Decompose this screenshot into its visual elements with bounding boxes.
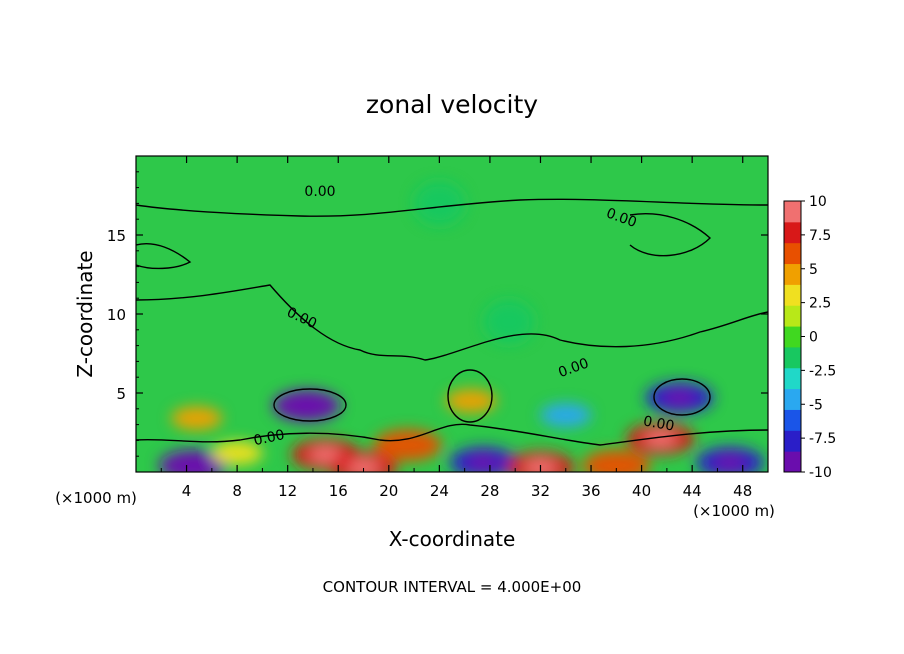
field-feature	[582, 449, 651, 472]
colorbar: 10 7.5 5 2.5 0 -2.5 -5 -7.5 -10	[783, 194, 836, 481]
contour-line-lower	[136, 423, 768, 446]
y-axis: 5 10 15	[107, 171, 768, 457]
x-tick-label: 12	[278, 482, 297, 500]
colorbar-swatch	[784, 263, 801, 285]
contour-line-middle	[136, 284, 768, 361]
contour-loop-center	[447, 369, 493, 423]
x-axis: 4 8 12 16 20 24 28 32 36 40 44 48	[160, 156, 752, 500]
chart-title: zonal velocity	[366, 90, 538, 119]
x-tick-label: 8	[232, 482, 242, 500]
contour-lines	[136, 198, 768, 446]
field-feature	[413, 181, 465, 226]
x-tick-label: 44	[683, 482, 702, 500]
colorbar-label: -5	[809, 397, 823, 413]
colorbar-swatch	[784, 367, 801, 390]
colorbar-swatch	[784, 326, 801, 348]
field-feature	[445, 388, 497, 413]
x-tick-label: 36	[581, 482, 600, 500]
x-unit-left: (×1000 m)	[55, 489, 137, 507]
contour-loop-east	[653, 378, 711, 416]
contour-interval-note: CONTOUR INTERVAL = 4.000E+00	[323, 578, 582, 596]
field-feature	[483, 299, 535, 344]
colorbar-swatch	[784, 388, 801, 410]
colorbar-label: -2.5	[809, 363, 836, 379]
field-feature-core	[467, 454, 500, 471]
colorbar-swatch	[784, 430, 801, 452]
y-axis-label: Z-coordinate	[73, 250, 97, 377]
colorbar-label: -10	[809, 465, 832, 481]
colorbar-swatch	[784, 451, 801, 473]
colorbar-swatch	[784, 346, 801, 369]
colorbar-swatch	[784, 305, 801, 327]
contour-loop-jet	[273, 388, 347, 422]
x-tick-label: 48	[733, 482, 752, 500]
field-feature-core	[176, 457, 209, 472]
x-tick-label: 20	[379, 482, 398, 500]
field-feature-core	[714, 454, 747, 471]
colorbar-label: 5	[809, 262, 818, 278]
field-feature	[540, 403, 592, 428]
x-tick-label: 4	[182, 482, 192, 500]
contour-label: 0.00	[304, 184, 335, 200]
velocity-field	[158, 181, 765, 472]
contour-line-left	[136, 243, 192, 270]
colorbar-label: 0	[809, 330, 818, 346]
contour-label: 0.00	[252, 427, 286, 449]
contour-label: 0.00	[642, 413, 675, 434]
colorbar-swatch	[784, 221, 801, 244]
colorbar-label: -7.5	[809, 431, 836, 447]
x-axis-label: X-coordinate	[389, 527, 516, 551]
colorbar-label: 2.5	[809, 296, 831, 312]
field-feature-core	[347, 459, 380, 472]
field-feature-core	[309, 446, 342, 463]
x-tick-label: 40	[632, 482, 651, 500]
plot-area: 0.000.000.000.000.000.00	[136, 156, 768, 472]
x-tick-label: 32	[531, 482, 550, 500]
x-tick-label: 24	[430, 482, 449, 500]
colorbar-label: 7.5	[809, 228, 831, 244]
colorbar-swatch	[784, 242, 801, 265]
field-feature	[171, 406, 223, 431]
field-feature	[211, 441, 263, 466]
contour-line-upper	[136, 198, 768, 217]
x-unit-right: (×1000 m)	[693, 502, 775, 520]
y-tick-label: 10	[107, 306, 126, 324]
x-tick-label: 16	[329, 482, 348, 500]
field-feature-core	[290, 397, 323, 414]
field-feature	[373, 429, 442, 462]
contour-line-right	[629, 213, 712, 257]
x-tick-label: 28	[480, 482, 499, 500]
colorbar-swatch	[784, 284, 801, 306]
colorbar-label: 10	[809, 194, 827, 210]
colorbar-swatch	[784, 201, 801, 223]
field-feature-core	[663, 389, 696, 406]
field-feature-core	[644, 430, 677, 447]
y-tick-label: 5	[116, 385, 126, 403]
colorbar-swatch	[784, 409, 801, 431]
y-tick-label: 15	[107, 227, 126, 245]
